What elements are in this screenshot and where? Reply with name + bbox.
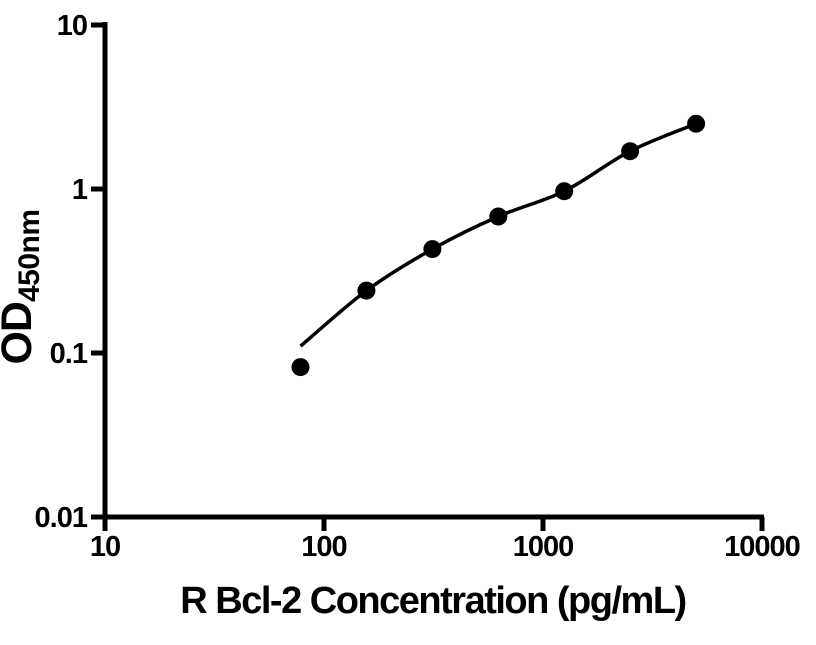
data-point <box>687 114 706 133</box>
x-tick-label: 100 <box>301 531 346 563</box>
x-axis-title: R Bcl-2 Concentration (pg/mL) <box>180 580 685 622</box>
y-tick-label: 10 <box>57 10 87 42</box>
data-point <box>357 281 376 300</box>
y-tick-label: 0.1 <box>50 338 88 370</box>
y-tick-label: 1 <box>72 174 88 206</box>
y-tick-label: 0.01 <box>35 502 88 534</box>
axis-spine <box>102 22 764 520</box>
data-point <box>423 240 442 259</box>
data-point <box>621 142 640 161</box>
x-tick-label: 10000 <box>724 531 800 563</box>
data-point <box>489 207 508 226</box>
x-tick-label: 1000 <box>513 531 574 563</box>
y-axis-title: OD450nm <box>0 209 46 364</box>
x-tick-label: 10 <box>90 531 120 563</box>
data-point <box>291 358 310 377</box>
y-axis-title-subscript: 450nm <box>13 209 46 302</box>
y-axis-title-main: OD <box>0 302 41 365</box>
data-point <box>555 182 574 201</box>
